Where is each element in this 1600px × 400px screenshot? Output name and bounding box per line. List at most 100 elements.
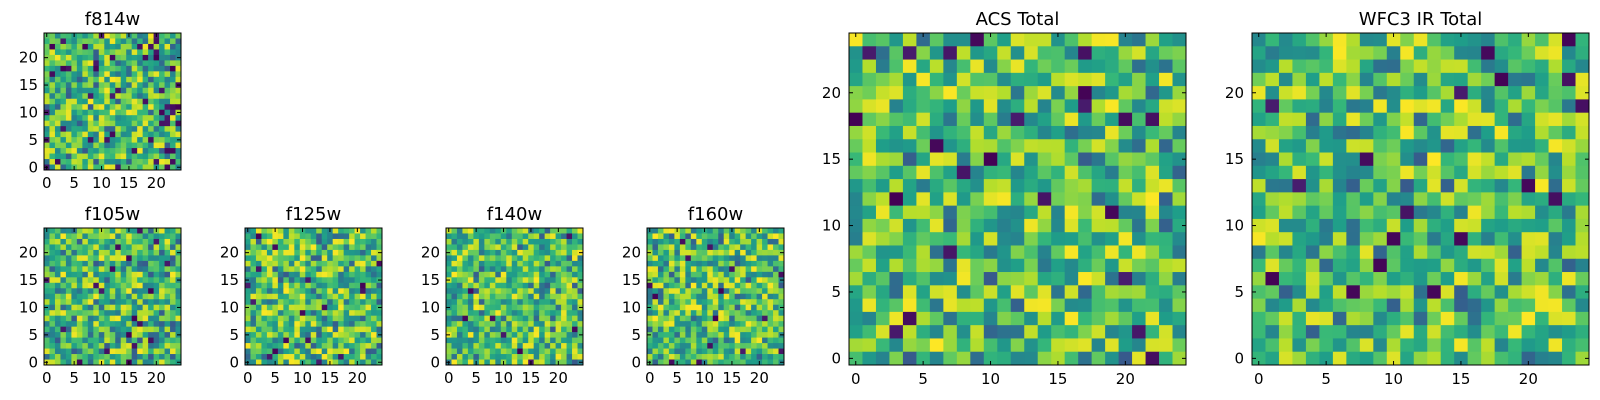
heatmap-cell — [250, 359, 257, 366]
heatmap-cell — [82, 87, 89, 94]
heatmap-cell — [153, 71, 160, 78]
heatmap-cell — [109, 282, 116, 289]
heatmap-cell — [261, 260, 268, 267]
heatmap-cell — [54, 304, 61, 311]
heatmap-cell — [109, 104, 116, 111]
heatmap-cell — [456, 255, 463, 262]
heatmap-cell — [889, 152, 904, 167]
heatmap-cell — [109, 49, 116, 56]
heatmap-cell — [142, 255, 149, 262]
heatmap-cell — [164, 332, 171, 338]
heatmap-cell — [561, 249, 567, 256]
heatmap-cell — [305, 315, 312, 322]
heatmap-cell — [970, 232, 985, 246]
heatmap-cell — [718, 293, 725, 300]
heatmap-cell — [299, 348, 306, 355]
heatmap-cell — [473, 271, 480, 278]
heatmap-cell — [462, 343, 469, 349]
heatmap-cell — [701, 282, 708, 289]
heatmap-cell — [674, 288, 681, 295]
heatmap-cell — [478, 271, 485, 278]
heatmap-cell — [522, 228, 529, 234]
heatmap-cell — [365, 238, 372, 245]
heatmap-cell — [131, 354, 138, 360]
heatmap-cell — [734, 277, 741, 284]
heatmap-cell — [745, 238, 752, 245]
heatmap-cell — [115, 126, 122, 133]
heatmap-cell — [522, 326, 529, 333]
heatmap-cell — [773, 244, 779, 251]
heatmap-cell — [98, 354, 105, 360]
heatmap-cell — [71, 49, 78, 56]
heatmap-cell — [54, 354, 61, 360]
heatmap-cell — [71, 233, 78, 240]
heatmap-cell — [175, 233, 182, 240]
heatmap-cell — [1346, 351, 1361, 366]
heatmap-cell — [533, 343, 540, 349]
heatmap-cell — [1024, 152, 1039, 167]
heatmap-cell — [87, 354, 94, 360]
heatmap-cell — [929, 139, 944, 153]
heatmap-cell — [1010, 72, 1025, 87]
heatmap-cell — [148, 148, 154, 154]
heatmap-cell — [849, 46, 863, 60]
heatmap-cell — [1051, 311, 1066, 326]
heatmap-cell — [109, 348, 116, 355]
x-tick-label: 0 — [42, 174, 52, 192]
heatmap-cell — [44, 71, 50, 78]
heatmap-cell — [71, 43, 78, 50]
heatmap-cell — [277, 293, 284, 300]
heatmap-cell — [862, 192, 877, 207]
heatmap-cell — [159, 82, 165, 89]
heatmap-cell — [489, 326, 496, 333]
heatmap-cell — [109, 137, 116, 143]
heatmap-cell — [1373, 205, 1388, 220]
heatmap-cell — [54, 65, 61, 72]
heatmap-cell — [87, 321, 94, 328]
heatmap-cell — [1172, 311, 1187, 326]
heatmap-cell — [87, 288, 94, 295]
heatmap-cell — [473, 293, 480, 300]
heatmap-cell — [170, 277, 176, 284]
heatmap-cell — [153, 148, 160, 154]
heatmap-cell — [371, 260, 377, 267]
heatmap-cell — [1440, 139, 1455, 153]
heatmap-cell — [299, 332, 306, 338]
heatmap-cell — [371, 249, 377, 256]
heatmap-cell — [1132, 86, 1146, 100]
heatmap-cell — [131, 71, 138, 78]
heatmap-cell — [690, 293, 697, 300]
heatmap-cell — [916, 86, 931, 100]
heatmap-cell — [506, 282, 513, 289]
heatmap-cell — [255, 321, 262, 328]
heatmap-cell — [983, 298, 998, 313]
heatmap-cell — [1562, 179, 1576, 193]
heatmap-cell — [44, 343, 50, 349]
heatmap-cell — [997, 311, 1012, 326]
heatmap-cell — [65, 54, 72, 61]
heatmap-cell — [1332, 139, 1347, 153]
heatmap-cell — [261, 288, 268, 295]
heatmap-cell — [316, 288, 323, 295]
heatmap-cell — [550, 293, 556, 300]
heatmap-cell — [668, 359, 675, 366]
heatmap-cell — [283, 260, 290, 267]
heatmap-cell — [316, 266, 323, 273]
heatmap-cell — [261, 238, 268, 245]
heatmap-cell — [1105, 99, 1119, 114]
heatmap-cell — [153, 43, 160, 50]
heatmap-cell — [1292, 59, 1307, 74]
x-tick-label: 5 — [270, 369, 280, 387]
heatmap-cell — [495, 354, 502, 360]
heatmap-cell — [740, 304, 747, 311]
heatmap-cell — [44, 271, 50, 278]
heatmap-cell — [1252, 192, 1266, 207]
heatmap-cell — [1494, 139, 1509, 153]
heatmap-cell — [1494, 165, 1509, 180]
heatmap-cell — [511, 304, 518, 311]
heatmap-cell — [473, 337, 480, 344]
heatmap-cell — [71, 288, 78, 295]
heatmap-cell — [685, 277, 692, 284]
heatmap-cell — [679, 321, 686, 328]
heatmap-cell — [690, 266, 697, 273]
